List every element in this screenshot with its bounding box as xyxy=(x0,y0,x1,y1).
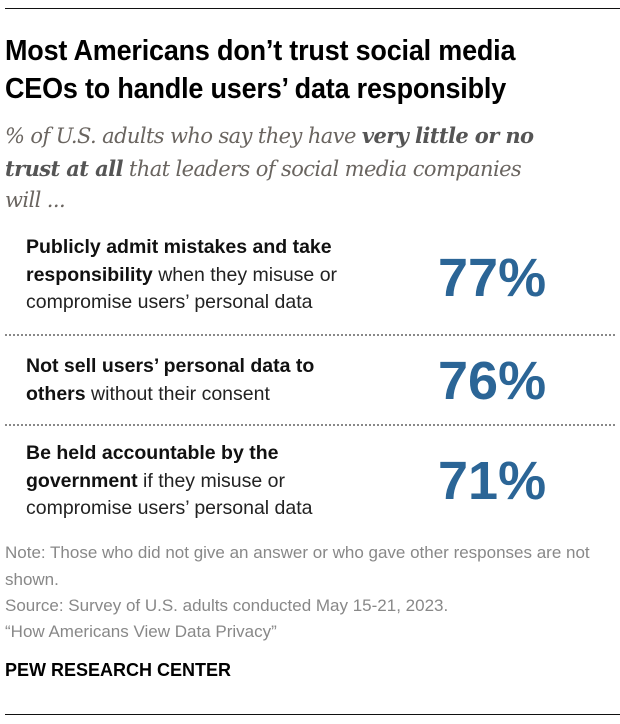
title-line-1: Most Americans don’t trust social media xyxy=(5,35,516,67)
dotted-divider xyxy=(5,334,615,336)
pew-logo: PEW RESEARCH CENTER xyxy=(5,660,232,680)
row-label-bold: Not sell users’ personal data to others xyxy=(26,355,315,405)
row-label-bold: Be held accountable by the government xyxy=(26,442,279,492)
subtitle-text: % of U.S. adults who say they have xyxy=(5,124,362,148)
subtitle-emphasis: trust at all xyxy=(5,156,123,181)
subtitle-line-1: % of U.S. adults who say they have very … xyxy=(5,123,534,148)
note: Note: Those who did not give an answer o… xyxy=(5,543,590,589)
subtitle-line-2: trust at all that leaders of social medi… xyxy=(5,156,522,181)
title-line-2: CEOs to handle users’ data responsibly xyxy=(5,73,507,105)
row-label-2: Not sell users’ personal data to others … xyxy=(26,353,356,408)
subtitle-emphasis: very little or no xyxy=(361,123,534,148)
row-label-rest: when they misuse or compromise users’ pe… xyxy=(26,263,338,314)
row-label-1: Publicly admit mistakes and take respons… xyxy=(26,234,381,317)
row-value-2: 76% xyxy=(438,351,547,411)
source: Source: Survey of U.S. adults conducted … xyxy=(5,596,449,615)
row-value-1: 77% xyxy=(438,248,547,308)
row-label-rest: if they misuse or compromise users’ pers… xyxy=(26,469,313,520)
row-label-rest: without their consent xyxy=(85,382,270,405)
top-rule xyxy=(5,8,620,9)
subtitle-line-3: will ... xyxy=(5,188,66,212)
row-label-3: Be held accountable by the government if… xyxy=(26,440,366,523)
row-value-3: 71% xyxy=(438,451,547,511)
subtitle-text: that leaders of social media companies xyxy=(122,157,522,181)
bottom-rule xyxy=(5,714,620,715)
dotted-divider xyxy=(5,424,615,426)
row-label-bold: Publicly admit mistakes and take respons… xyxy=(26,236,332,286)
report-title: “How Americans View Data Privacy” xyxy=(5,622,277,641)
